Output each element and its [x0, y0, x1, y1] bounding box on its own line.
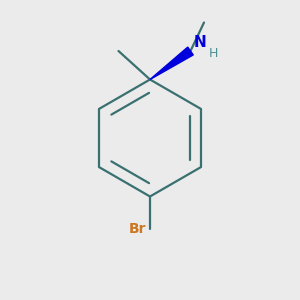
Text: H: H: [209, 47, 218, 61]
Polygon shape: [150, 47, 193, 80]
Text: N: N: [194, 35, 206, 50]
Text: Br: Br: [129, 222, 146, 236]
